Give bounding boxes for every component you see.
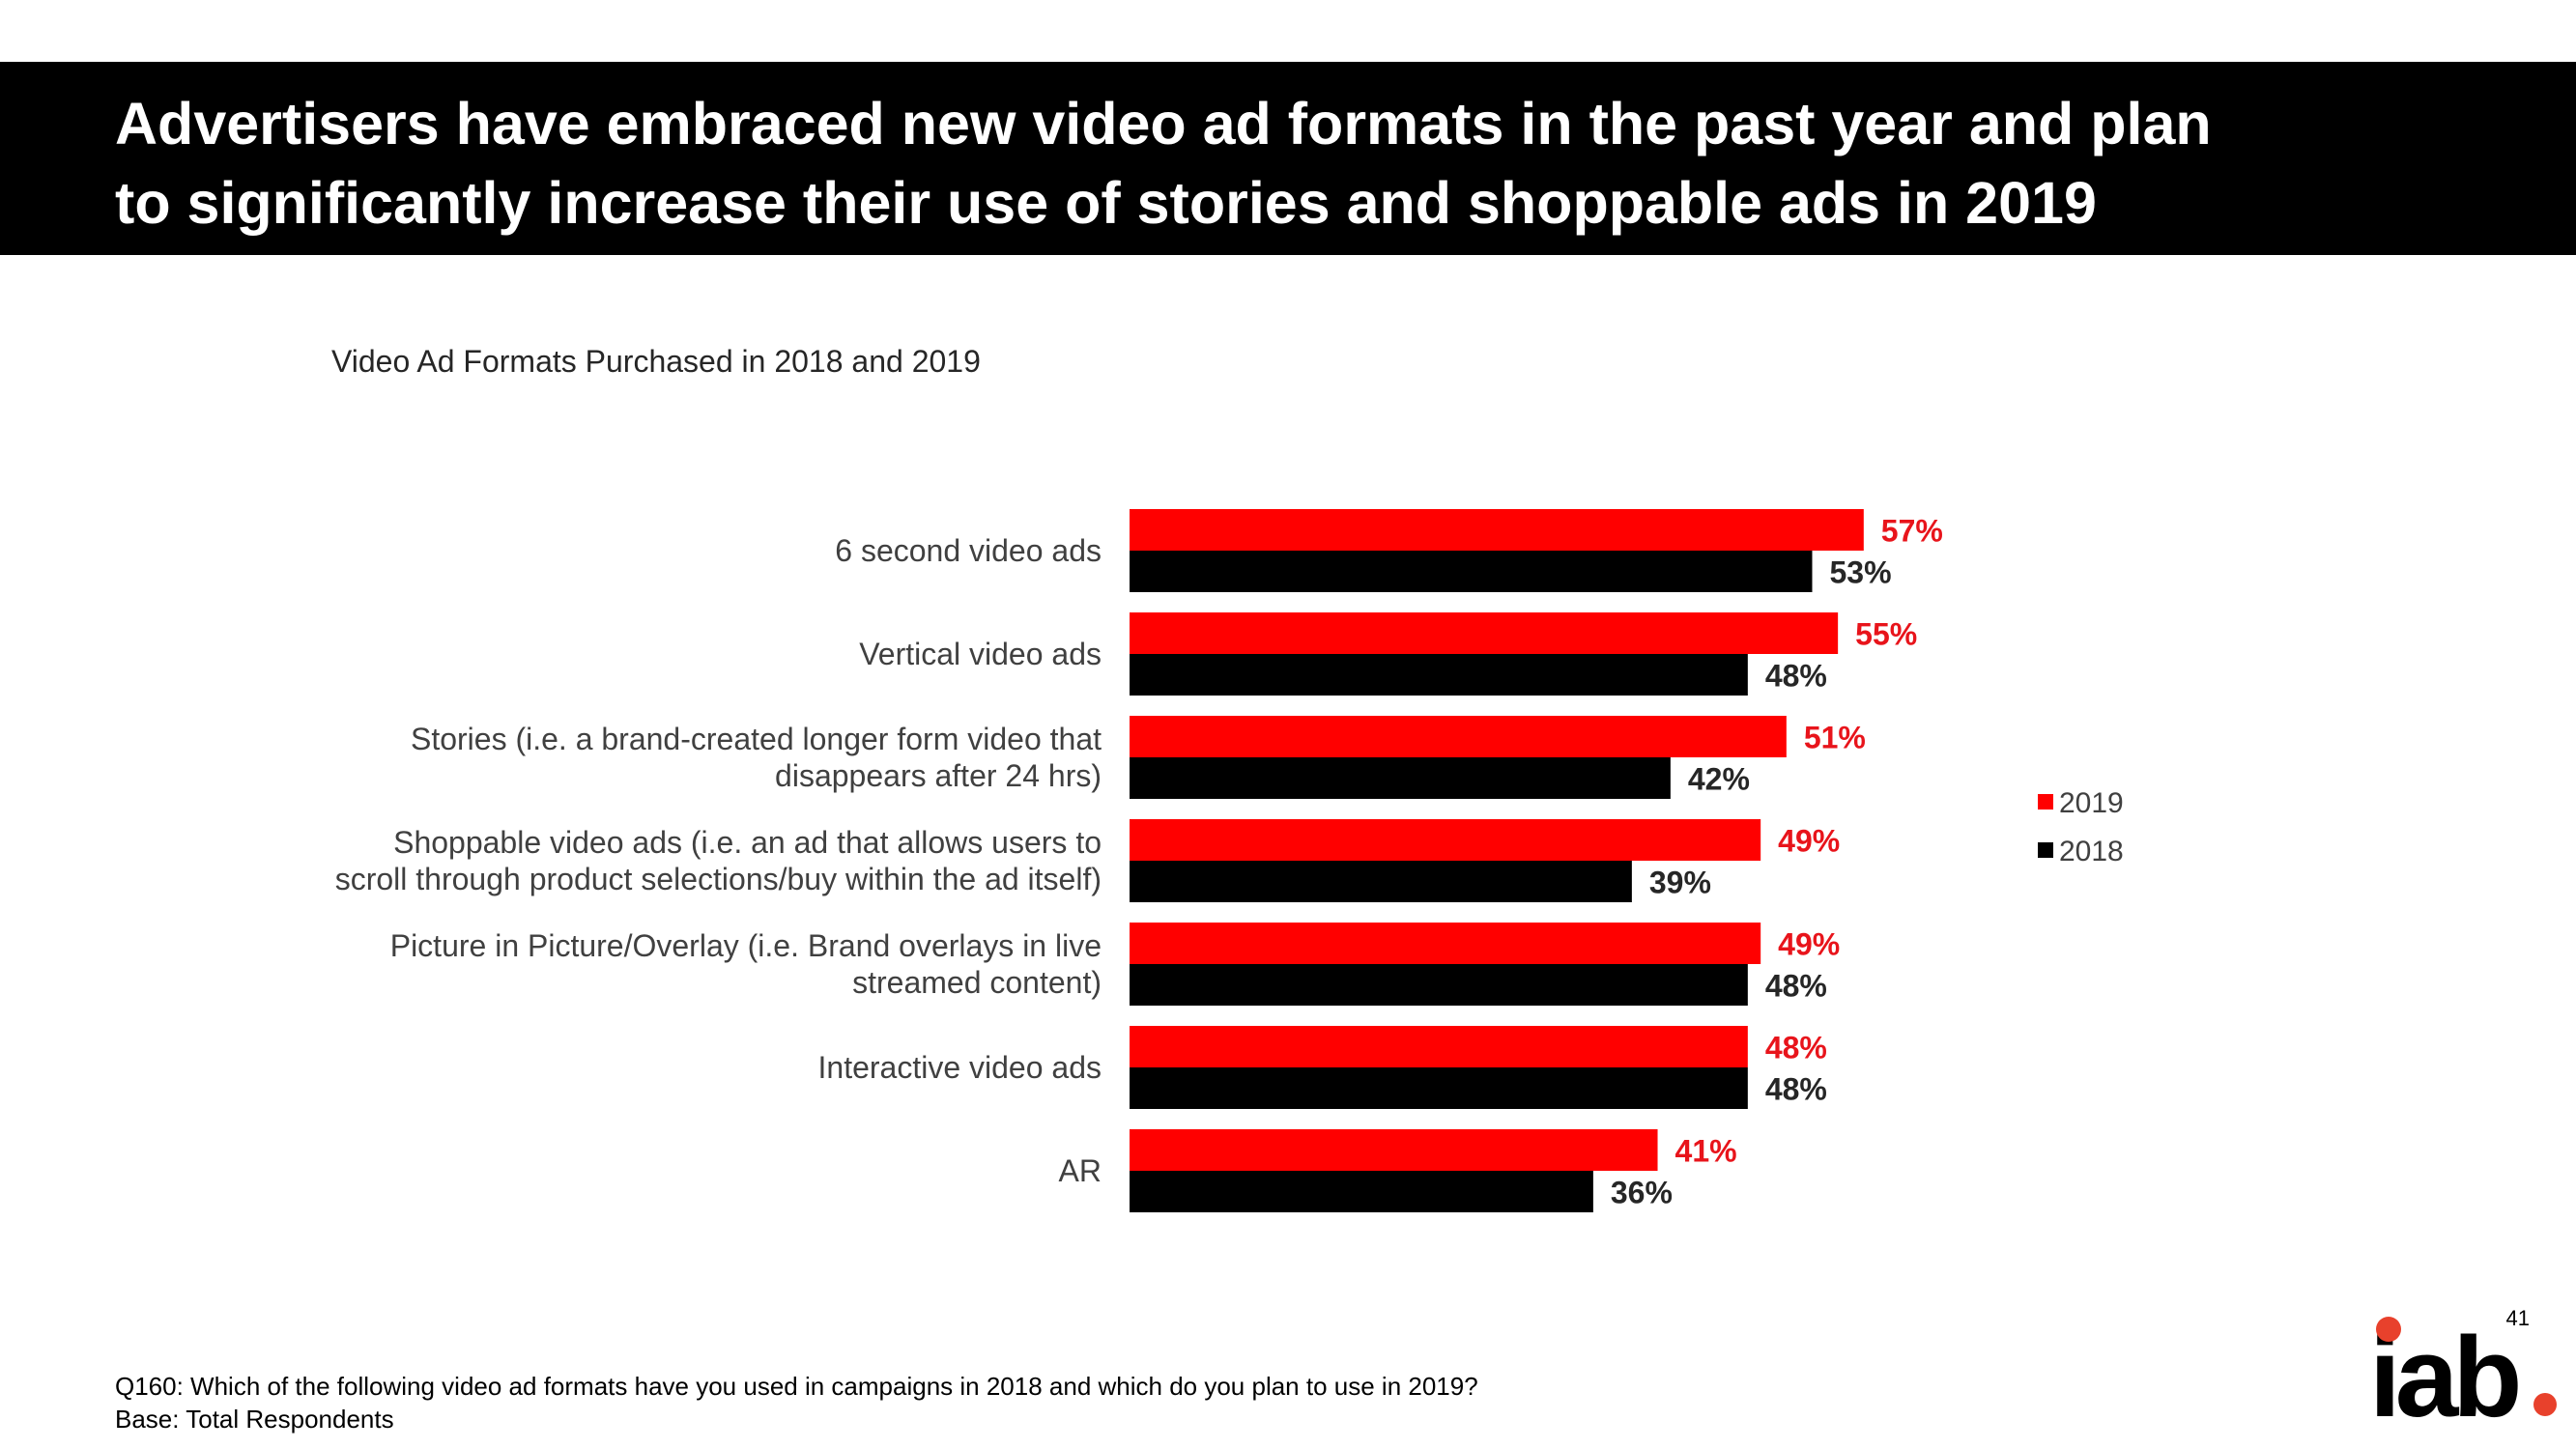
category-label: 6 second video ads xyxy=(835,533,1102,568)
footnote-base: Base: Total Respondents xyxy=(115,1405,394,1434)
bar-2018 xyxy=(1130,861,1632,902)
bar-2019 xyxy=(1130,819,1761,861)
chart-title: Video Ad Formats Purchased in 2018 and 2… xyxy=(331,344,981,379)
legend-label-2019: 2019 xyxy=(2059,787,2124,819)
data-label-2019: 41% xyxy=(1675,1134,1737,1169)
category-label: Stories (i.e. a brand-created longer for… xyxy=(411,722,1102,756)
data-label-2018: 36% xyxy=(1611,1176,1673,1210)
data-label-2018: 53% xyxy=(1829,555,1891,590)
legend-label-2018: 2018 xyxy=(2059,836,2124,867)
category-label: Vertical video ads xyxy=(859,637,1102,671)
bar-2018 xyxy=(1130,654,1748,696)
category-label: streamed content) xyxy=(852,965,1102,1000)
data-label-2018: 48% xyxy=(1765,659,1827,694)
legend-swatch-2019 xyxy=(2038,794,2053,810)
data-label-2018: 42% xyxy=(1688,762,1750,797)
bar-2019 xyxy=(1130,716,1787,757)
title-banner xyxy=(0,62,2576,255)
bar-2018 xyxy=(1130,551,1813,592)
bar-2019 xyxy=(1130,612,1839,654)
bar-2018 xyxy=(1130,757,1671,799)
data-label-2019: 49% xyxy=(1778,927,1840,962)
data-label-2019: 51% xyxy=(1804,721,1866,755)
category-label: disappears after 24 hrs) xyxy=(775,758,1102,793)
iab-logo-dot-top xyxy=(2376,1317,2401,1342)
data-label-2019: 55% xyxy=(1855,617,1917,652)
category-label: Interactive video ads xyxy=(818,1050,1102,1085)
category-label: Picture in Picture/Overlay (i.e. Brand o… xyxy=(390,928,1102,963)
page-title-line-2: to significantly increase their use of s… xyxy=(115,170,2097,236)
bar-2018 xyxy=(1130,1067,1748,1109)
bar-2018 xyxy=(1130,964,1748,1006)
legend-item-2018: 2018 xyxy=(2038,836,2124,868)
data-label-2019: 49% xyxy=(1778,824,1840,859)
legend-swatch-2018 xyxy=(2038,842,2053,859)
data-label-2019: 57% xyxy=(1881,514,1943,549)
page-title-line-1: Advertisers have embraced new video ad f… xyxy=(115,91,2212,156)
bar-2019 xyxy=(1130,509,1864,551)
iab-logo-dot-period xyxy=(2533,1393,2557,1416)
category-label: Shoppable video ads (i.e. an ad that all… xyxy=(393,825,1102,860)
data-label-2019: 48% xyxy=(1765,1031,1827,1065)
category-label: AR xyxy=(1059,1153,1102,1188)
bar-2019 xyxy=(1130,1026,1748,1067)
footnote-question: Q160: Which of the following video ad fo… xyxy=(115,1372,1478,1401)
bar-2019 xyxy=(1130,1129,1658,1171)
category-label: scroll through product selections/buy wi… xyxy=(335,862,1102,896)
iab-logo: iab xyxy=(2369,1314,2557,1430)
page-number: 41 xyxy=(2505,1306,2530,1330)
data-label-2018: 48% xyxy=(1765,1072,1827,1107)
data-label-2018: 39% xyxy=(1649,866,1711,900)
bar-2018 xyxy=(1130,1171,1593,1212)
data-label-2018: 48% xyxy=(1765,969,1827,1004)
bar-2019 xyxy=(1130,923,1761,964)
legend-item-2019: 2019 xyxy=(2038,787,2124,820)
